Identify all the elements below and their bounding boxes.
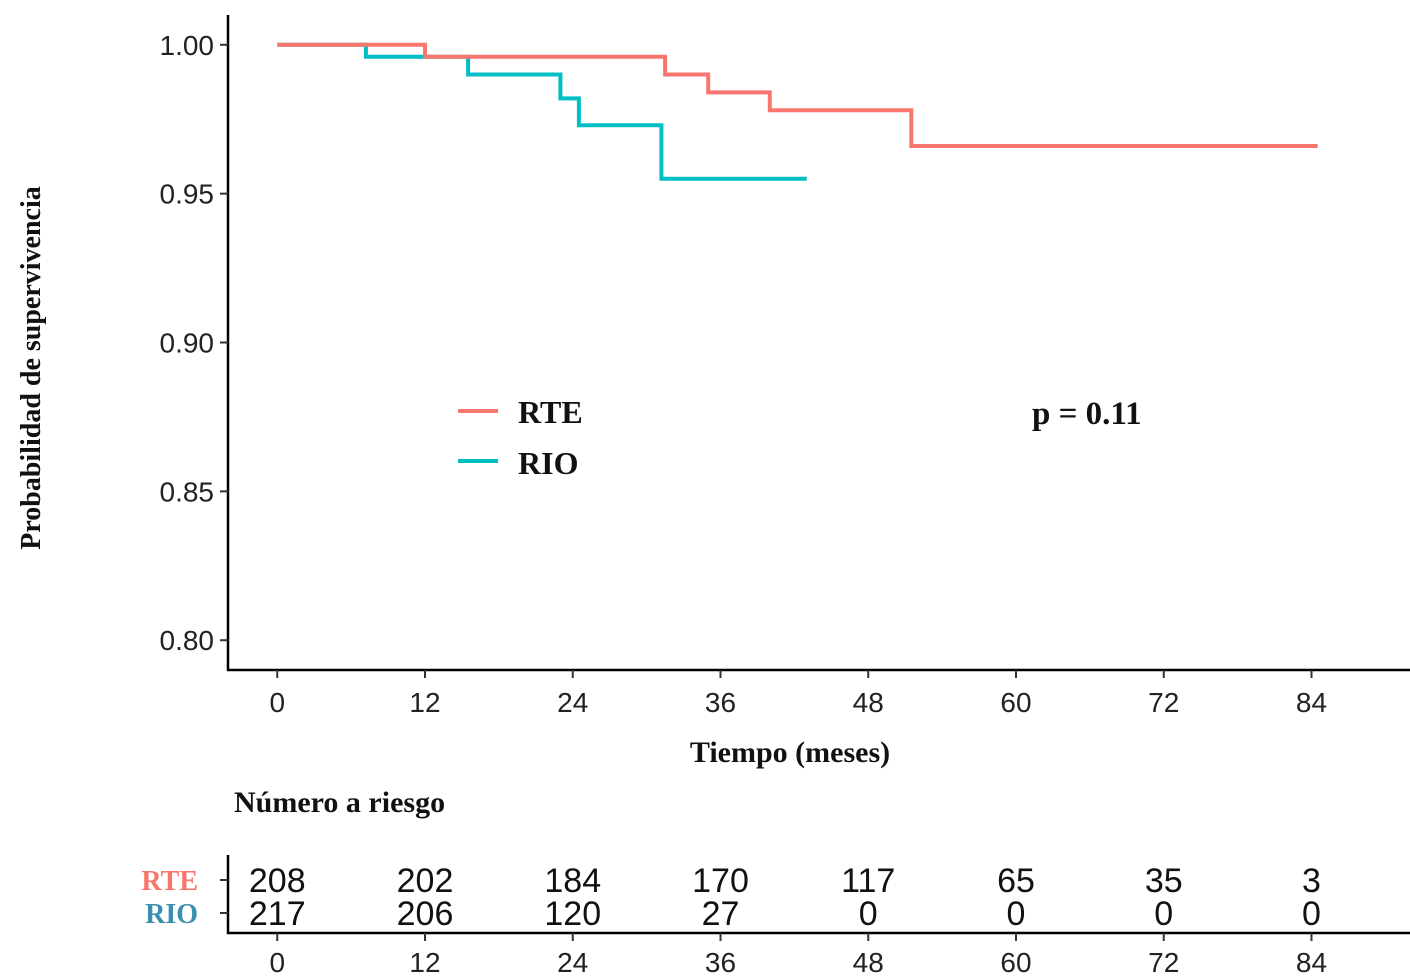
y-axis-label: Probabilidad de supervivencia bbox=[16, 186, 47, 550]
survival-curve-rte bbox=[277, 42, 1318, 148]
y-tick-label: 0.85 bbox=[160, 476, 215, 507]
risk-count: 35 bbox=[1145, 862, 1183, 900]
risk-x-tick-label: 48 bbox=[853, 947, 884, 977]
risk-x-tick-label: 24 bbox=[557, 947, 588, 977]
x-tick-label: 60 bbox=[1000, 687, 1031, 718]
risk-count: 206 bbox=[397, 895, 454, 933]
legend-label-rte: RTE bbox=[518, 394, 583, 430]
risk-count: 0 bbox=[1154, 895, 1173, 933]
plot-area: 0.80 0.85 0.90 0.95 1.00 0 12 24 36 48 60 72 84 bbox=[160, 15, 1410, 718]
x-tick-label: 36 bbox=[705, 687, 736, 718]
legend-label-rio: RIO bbox=[518, 445, 578, 481]
x-tick-label: 72 bbox=[1148, 687, 1179, 718]
x-axis-label: Tiempo (meses) bbox=[690, 736, 890, 769]
risk-count: 27 bbox=[702, 895, 740, 933]
risk-count: 208 bbox=[249, 862, 306, 900]
risk-count: 0 bbox=[1302, 895, 1321, 933]
risk-x-tick-label: 60 bbox=[1000, 947, 1031, 977]
risk-x-tick-label: 72 bbox=[1148, 947, 1179, 977]
x-tick-label: 0 bbox=[269, 687, 285, 718]
risk-x-tick-label: 36 bbox=[705, 947, 736, 977]
survival-curve-rio bbox=[277, 42, 807, 181]
x-tick-label: 24 bbox=[557, 687, 588, 718]
risk-count: 184 bbox=[544, 862, 601, 900]
risk-count: 0 bbox=[859, 895, 878, 933]
risk-count: 170 bbox=[692, 862, 749, 900]
risk-x-tick-label: 84 bbox=[1296, 947, 1327, 977]
risk-x-tick-label: 0 bbox=[269, 947, 285, 977]
risk-count: 117 bbox=[841, 862, 895, 900]
risk-count: 3 bbox=[1302, 862, 1321, 900]
risk-row-label-rte: RTE bbox=[141, 866, 198, 897]
x-tick-label: 48 bbox=[853, 687, 884, 718]
risk-table-title: Número a riesgo bbox=[234, 786, 445, 819]
risk-x-tick-label: 12 bbox=[409, 947, 440, 977]
y-tick-label: 0.80 bbox=[160, 625, 215, 656]
risk-count: 65 bbox=[997, 862, 1035, 900]
y-tick-label: 1.00 bbox=[160, 30, 215, 61]
p-value-annotation: p = 0.11 bbox=[1032, 396, 1142, 432]
x-tick-label: 84 bbox=[1296, 687, 1327, 718]
x-tick-label: 12 bbox=[409, 687, 440, 718]
legend: RTE RIO bbox=[458, 394, 583, 481]
risk-count: 0 bbox=[1007, 895, 1026, 933]
risk-count: 202 bbox=[397, 862, 454, 900]
y-tick-label: 0.90 bbox=[160, 328, 215, 359]
risk-count: 120 bbox=[544, 895, 601, 933]
risk-row-label-rio: RIO bbox=[145, 899, 198, 930]
y-tick-label: 0.95 bbox=[160, 179, 215, 210]
risk-count: 217 bbox=[249, 895, 306, 933]
